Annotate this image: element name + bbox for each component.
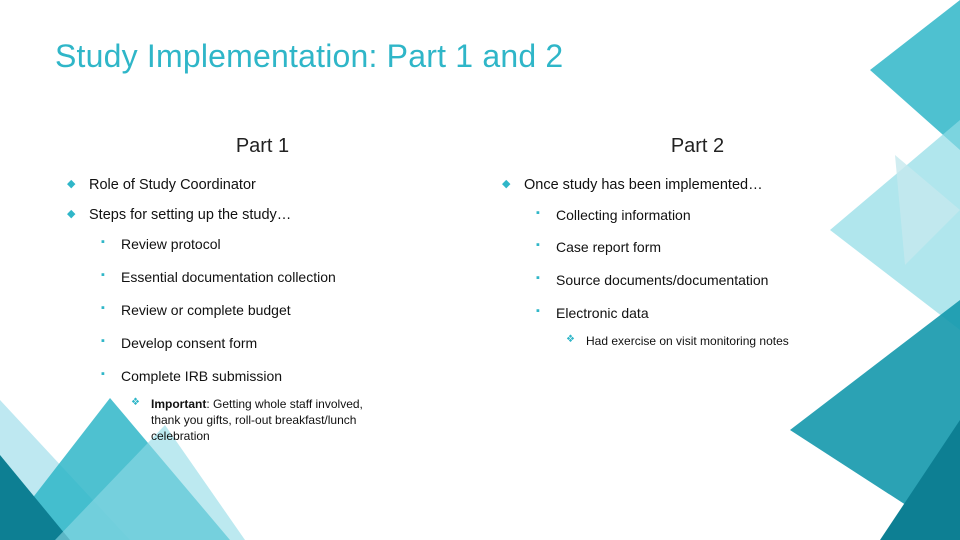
item-label: Essential documentation collection bbox=[121, 269, 336, 285]
list-item: Develop consent form bbox=[89, 334, 470, 353]
item-label: Develop consent form bbox=[121, 335, 257, 351]
part2-heading: Part 2 bbox=[490, 135, 905, 158]
part1-list: Role of Study Coordinator Steps for sett… bbox=[55, 176, 470, 444]
important-note: Important: Getting whole staff involved,… bbox=[121, 396, 391, 445]
exercise-note: Had exercise on visit monitoring notes bbox=[556, 333, 826, 349]
list-item: Case report form bbox=[524, 238, 905, 257]
list-item: Review protocol bbox=[89, 235, 470, 254]
list-item: Once study has been implemented… Collect… bbox=[490, 176, 905, 349]
part1-heading: Part 1 bbox=[55, 135, 470, 158]
list-item: Steps for setting up the study… Review p… bbox=[55, 206, 470, 445]
item-label: Complete IRB submission bbox=[121, 368, 282, 384]
note-lead: Important bbox=[151, 397, 206, 411]
item-label: Collecting information bbox=[556, 207, 691, 223]
list-item: Complete IRB submission Important: Getti… bbox=[89, 367, 470, 444]
part2-list: Once study has been implemented… Collect… bbox=[490, 176, 905, 349]
item-label: Review or complete budget bbox=[121, 302, 291, 318]
item-label: Review protocol bbox=[121, 236, 221, 252]
item-label: Electronic data bbox=[556, 305, 649, 321]
item-label: Case report form bbox=[556, 239, 661, 255]
slide-title: Study Implementation: Part 1 and 2 bbox=[55, 38, 905, 75]
slide-content: Study Implementation: Part 1 and 2 Part … bbox=[0, 0, 960, 540]
list-item: Role of Study Coordinator bbox=[55, 176, 470, 196]
list-item: Review or complete budget bbox=[89, 301, 470, 320]
item-label: Once study has been implemented… bbox=[524, 177, 763, 193]
column-part2: Part 2 Once study has been implemented… … bbox=[490, 135, 905, 458]
note-rest: Had exercise on visit monitoring notes bbox=[586, 334, 789, 348]
item-label: Steps for setting up the study… bbox=[89, 207, 291, 223]
part1-sublist: Review protocol Essential documentation … bbox=[89, 235, 470, 444]
column-part1: Part 1 Role of Study Coordinator Steps f… bbox=[55, 135, 470, 458]
list-item: Collecting information bbox=[524, 206, 905, 225]
list-item: Electronic data Had exercise on visit mo… bbox=[524, 304, 905, 349]
list-item: Essential documentation collection bbox=[89, 268, 470, 287]
item-label: Role of Study Coordinator bbox=[89, 177, 256, 193]
list-item: Source documents/documentation bbox=[524, 271, 905, 290]
item-label: Source documents/documentation bbox=[556, 272, 768, 288]
part2-sublist: Collecting information Case report form … bbox=[524, 206, 905, 350]
columns-container: Part 1 Role of Study Coordinator Steps f… bbox=[55, 135, 905, 458]
